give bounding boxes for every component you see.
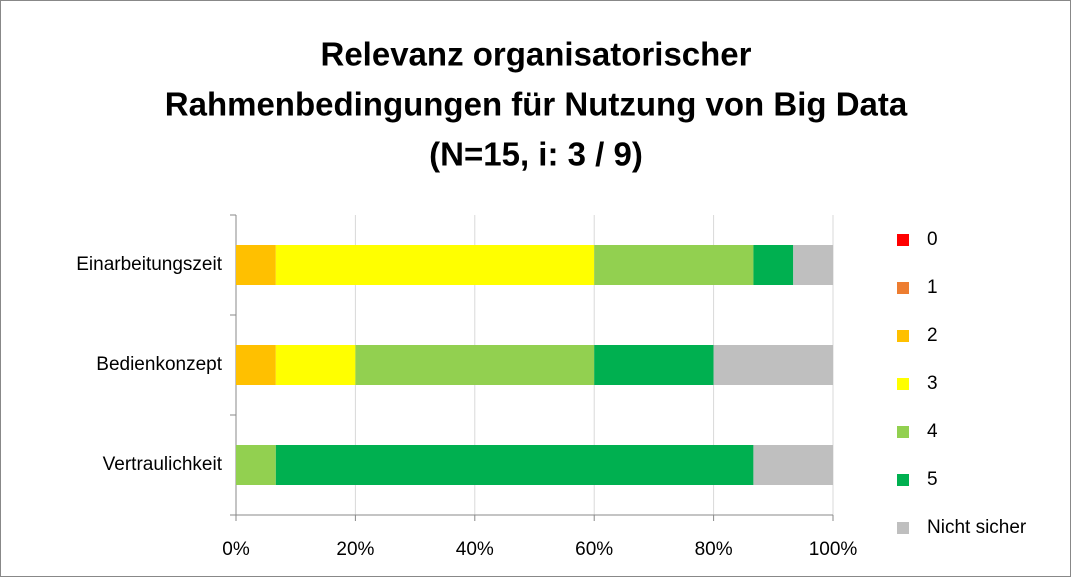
bar-segment [753,245,794,285]
legend-label: Nicht sicher [927,517,1027,538]
chart-title: Rahmenbedingungen für Nutzung von Big Da… [165,86,908,123]
bar-segment [236,445,276,485]
bar-segment [275,245,595,285]
bar-segment [275,345,356,385]
y-tick-label: Bedienkonzept [96,354,222,375]
x-tick-label: 20% [336,539,374,560]
legend-label: 0 [927,229,938,250]
bar-segment [355,345,595,385]
bar-segment [275,445,754,485]
legend-label: 2 [927,325,938,346]
y-tick-label: Einarbeitungszeit [76,254,222,275]
legend-label: 4 [927,421,938,442]
x-tick-label: 0% [222,539,250,560]
y-tick-label: Vertraulichkeit [103,454,223,475]
x-tick-label: 100% [809,539,858,560]
bar-segment [594,345,714,385]
bar-segment [236,345,276,385]
x-tick-label: 40% [456,539,494,560]
bar-segment [236,245,276,285]
legend-swatch [897,378,909,390]
legend-swatch [897,282,909,294]
legend-swatch [897,330,909,342]
legend-label: 3 [927,373,938,394]
x-tick-label: 60% [575,539,613,560]
x-tick-label: 80% [695,539,733,560]
chart-title: (N=15, i: 3 / 9) [429,136,643,173]
legend-label: 5 [927,469,938,490]
legend-swatch [897,522,909,534]
bar-segment [793,245,834,285]
bar-segment [594,245,754,285]
legend-swatch [897,234,909,246]
legend-swatch [897,426,909,438]
chart-title: Relevanz organisatorischer [321,36,752,73]
legend-label: 1 [927,277,938,298]
bar-segment [713,345,833,385]
legend-swatch [897,474,909,486]
bar-segment [753,445,833,485]
